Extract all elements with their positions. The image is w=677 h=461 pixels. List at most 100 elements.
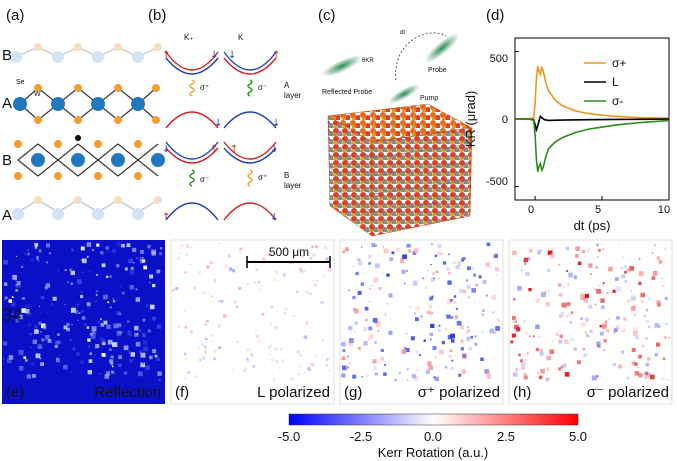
colorbar-tick-1: -2.5 <box>350 429 372 444</box>
speckle <box>412 251 417 255</box>
svg-text:↓: ↓ <box>270 212 278 223</box>
speckle <box>543 290 547 294</box>
speckle <box>458 288 464 294</box>
speckle <box>24 309 30 314</box>
speckle <box>614 277 619 281</box>
speckle <box>538 252 541 255</box>
speckle <box>618 364 623 369</box>
speckle <box>132 247 137 252</box>
sigma-plus-speckles <box>341 242 500 382</box>
speckle <box>433 277 435 279</box>
speckle <box>147 244 151 249</box>
colorbar-tick-3: 2.5 <box>497 429 515 444</box>
speckle <box>480 357 484 361</box>
speckle <box>117 323 122 328</box>
speckle <box>298 267 303 271</box>
speckle <box>78 312 81 314</box>
speckle <box>70 270 75 275</box>
speckle <box>106 371 111 376</box>
speckle <box>328 369 331 372</box>
speckle <box>353 265 355 267</box>
speckle <box>415 305 420 311</box>
speckle <box>528 288 532 292</box>
speckle <box>566 315 569 318</box>
speckle <box>627 299 631 303</box>
y-tick-neg500: -500 <box>486 176 508 188</box>
svg-text:↓: ↓ <box>210 50 218 61</box>
speckle <box>386 273 390 277</box>
speckle <box>189 263 192 266</box>
speckle <box>486 242 491 247</box>
speckle <box>429 338 432 341</box>
speckle <box>39 357 42 360</box>
speckle <box>55 357 59 360</box>
speckle <box>55 340 60 345</box>
speckle <box>421 277 424 280</box>
speckle <box>268 331 270 333</box>
speckle <box>601 305 605 310</box>
speckle <box>149 355 153 360</box>
speckle <box>633 327 639 332</box>
speckle <box>569 320 573 324</box>
speckle <box>100 251 104 255</box>
speckle <box>87 244 90 247</box>
speckle <box>87 338 91 342</box>
svg-text:↓: ↓ <box>228 50 236 61</box>
speckle <box>38 249 42 253</box>
probe-label: Probe <box>428 67 447 74</box>
speckle <box>143 265 148 270</box>
speckle <box>156 324 162 329</box>
speckle <box>57 333 60 336</box>
speckle <box>406 243 411 248</box>
speckle <box>221 293 223 295</box>
speckle <box>118 363 122 368</box>
speckle <box>66 327 70 332</box>
speckle <box>558 339 563 344</box>
speckle <box>184 326 187 329</box>
speckle <box>645 308 649 312</box>
speckle <box>111 370 115 374</box>
speckle <box>582 348 585 351</box>
speckle <box>552 339 554 342</box>
speckle <box>238 286 242 290</box>
speckle <box>566 302 571 307</box>
speckle <box>466 331 469 335</box>
speckle <box>258 353 261 356</box>
speckle <box>589 329 593 333</box>
speckle <box>451 339 455 343</box>
speckle <box>253 259 256 262</box>
speckle <box>300 270 303 273</box>
speckle <box>430 277 435 282</box>
speckle <box>486 349 488 351</box>
speckle <box>384 364 387 366</box>
speckle <box>573 275 577 279</box>
speckle <box>591 375 597 381</box>
speckle <box>201 343 204 345</box>
speckle <box>109 306 112 309</box>
speckle <box>183 310 186 312</box>
speckle <box>520 269 523 272</box>
speckle <box>431 243 433 246</box>
speckle <box>350 332 352 334</box>
speckle <box>485 370 491 376</box>
speckle <box>45 311 47 313</box>
speckle <box>450 367 454 370</box>
speckle <box>407 379 409 381</box>
speckle <box>571 311 574 314</box>
speckle <box>601 324 607 330</box>
speckle <box>624 270 627 274</box>
speckle <box>313 280 315 282</box>
speckle <box>77 319 79 321</box>
speckle <box>596 288 602 294</box>
speckle <box>525 271 530 277</box>
colorbar: -5.0 -2.5 0.0 2.5 5.0 Kerr Rotation (a.u… <box>278 413 587 460</box>
speckle <box>657 303 661 307</box>
speckle <box>564 372 570 377</box>
speckle <box>447 280 452 285</box>
speckle <box>204 352 207 355</box>
speckle <box>428 305 432 309</box>
speckle <box>121 291 125 295</box>
speckle <box>456 320 462 326</box>
speckle <box>448 253 450 256</box>
speckle <box>152 316 156 321</box>
